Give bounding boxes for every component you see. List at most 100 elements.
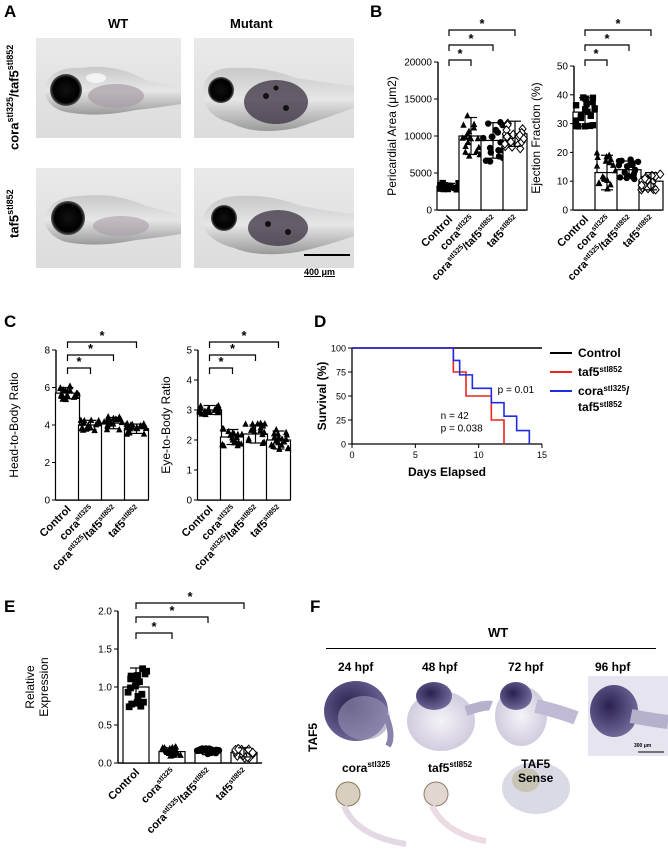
- data-point: [464, 111, 471, 119]
- data-point: [591, 105, 598, 112]
- data-point: [133, 678, 141, 686]
- point-group: [77, 416, 102, 434]
- data-point: [583, 100, 590, 108]
- significance-star: *: [169, 603, 175, 618]
- data-point: [464, 138, 472, 146]
- data-point: [509, 129, 518, 140]
- data-point: [285, 444, 292, 452]
- data-point: [470, 124, 478, 131]
- ish-taf5: [423, 781, 487, 844]
- significance-star: *: [76, 354, 82, 369]
- ish-48hpf: [407, 682, 493, 751]
- annotation-n: n = 42: [441, 411, 470, 422]
- y-tick-label: 0: [186, 496, 192, 507]
- data-point: [272, 437, 280, 444]
- data-point: [197, 404, 204, 411]
- stage-72: 72 hpf: [508, 660, 544, 674]
- data-point: [470, 120, 478, 128]
- data-point: [610, 161, 617, 168]
- chart-pericardial-area: 0 5000 10000 15000 20000 Pericardial Area (μm…: [385, 16, 528, 283]
- data-point: [173, 749, 181, 757]
- y-axis-label: Pericardial Area (μm2): [385, 76, 399, 196]
- significance-bracket: [208, 341, 280, 348]
- significance-bracket: [584, 59, 608, 66]
- data-point: [79, 423, 86, 431]
- data-point: [140, 420, 147, 427]
- ish-72hpf: [495, 682, 579, 746]
- data-point: [462, 148, 469, 155]
- significance-bracket: [135, 616, 209, 623]
- data-point: [140, 698, 147, 706]
- y-tick-label: 2: [186, 436, 192, 447]
- y-tick-label: 0: [426, 206, 432, 217]
- data-point: [621, 169, 628, 176]
- f-wt-line: [326, 648, 656, 649]
- x-tick-label: 15: [537, 450, 547, 460]
- ish-cora: [335, 781, 407, 847]
- data-point: [462, 142, 469, 150]
- y-axis-label: Expression: [37, 657, 51, 716]
- x-tick-label: 5: [413, 450, 418, 460]
- data-point: [257, 424, 264, 431]
- data-point: [124, 688, 132, 696]
- f-label-taf5: taf5stl852: [428, 760, 473, 775]
- data-point: [572, 102, 580, 109]
- point-group: [159, 742, 184, 759]
- data-point: [573, 122, 580, 130]
- y-tick-label: 30: [557, 119, 569, 130]
- y-axis-label: Eye-to-Body Ratio: [159, 376, 173, 474]
- data-point: [140, 430, 148, 437]
- data-point: [482, 157, 490, 164]
- data-point: [106, 417, 114, 424]
- data-point: [138, 690, 146, 698]
- y-tick-label: 100: [331, 344, 346, 354]
- scale-bar-a-label: 400 μm: [304, 267, 336, 277]
- data-point: [245, 436, 252, 444]
- data-point: [134, 672, 141, 679]
- stage-24: 24 hpf: [338, 660, 374, 674]
- data-point: [123, 420, 130, 428]
- data-point: [594, 153, 601, 160]
- significance-bracket: [135, 602, 245, 609]
- data-point: [577, 114, 585, 122]
- data-point: [127, 675, 135, 683]
- y-tick-label: 2: [44, 458, 50, 469]
- legend-double-line2: taf5stl852: [578, 400, 623, 415]
- significance-star: *: [457, 46, 463, 61]
- significance-star: *: [241, 328, 247, 343]
- y-axis-label: Head-to-Body Ratio: [7, 372, 21, 478]
- data-point: [489, 133, 496, 140]
- y-tick-label: 5: [186, 346, 192, 357]
- bar: [77, 424, 104, 501]
- point-group: [500, 118, 528, 154]
- data-point: [278, 435, 286, 442]
- survival-line-2: [352, 347, 531, 444]
- embryo-images: [36, 38, 354, 268]
- data-point: [113, 415, 120, 423]
- data-point: [589, 94, 597, 101]
- bar: [54, 392, 81, 501]
- significance-bracket: [208, 354, 257, 361]
- ish-24hpf: [324, 681, 394, 748]
- data-point: [233, 433, 240, 441]
- y-tick-label: 25: [336, 416, 346, 426]
- data-point: [249, 420, 256, 427]
- data-point: [100, 418, 108, 425]
- data-point: [259, 430, 266, 438]
- point-group: [268, 425, 292, 452]
- significance-bracket: [584, 44, 630, 51]
- y-tick-label: 0: [562, 206, 568, 217]
- significance-bracket: [448, 44, 494, 51]
- y-tick-label: 0.0: [98, 759, 112, 770]
- embryo-mutant-taf5: [194, 168, 354, 268]
- ish-sense: [502, 762, 570, 814]
- scale-bar-f-label: 300 μm: [634, 743, 652, 749]
- significance-star: *: [151, 619, 157, 634]
- column-mutant: Mutant: [230, 16, 273, 31]
- data-point: [474, 134, 482, 142]
- y-tick-label: 0: [341, 440, 346, 450]
- data-point: [484, 120, 492, 127]
- y-tick-label: 75: [336, 368, 346, 378]
- legend-taf5: taf5stl852: [578, 365, 623, 380]
- data-point: [502, 131, 512, 142]
